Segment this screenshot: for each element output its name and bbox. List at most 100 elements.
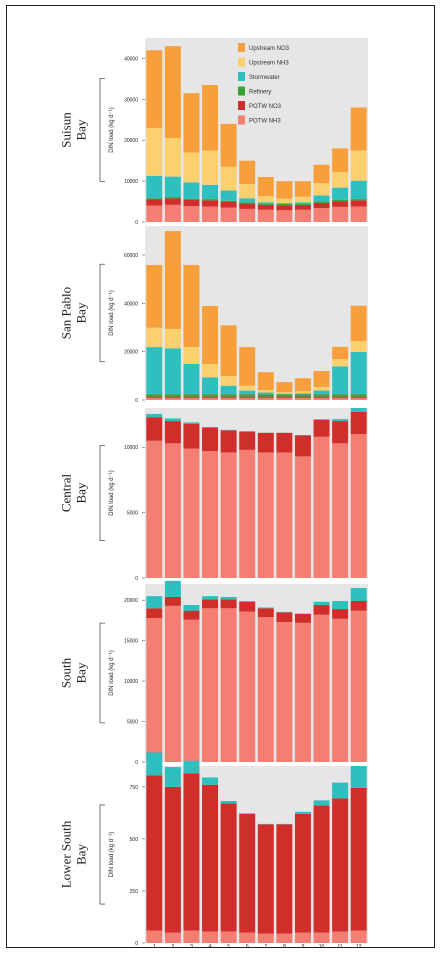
y-tick-label: 40000 [124, 301, 138, 307]
bar-potw-nh3-7 [257, 933, 274, 943]
bar-stormwater-6 [239, 390, 256, 395]
bar-refinery-7 [257, 203, 274, 205]
bar-upstream-nh3-1 [146, 327, 163, 348]
axis-bracket [99, 263, 105, 363]
y-tick-label: 750 [130, 785, 139, 791]
bar-potw-nh3-9 [294, 397, 311, 400]
bar-refinery-7 [257, 394, 274, 397]
bar-potw-nh3-1 [146, 440, 163, 578]
y-tick-label: 20000 [124, 350, 138, 356]
bar-potw-no3-4 [202, 200, 219, 207]
bar-upstream-nh3-5 [220, 166, 237, 191]
bar-upstream-nh3-11 [332, 359, 349, 367]
bar-potw-nh3-11 [332, 618, 349, 762]
x-tick-label: 6 [246, 944, 249, 950]
bar-potw-nh3-2 [164, 397, 181, 400]
bar-potw-no3-11 [332, 609, 349, 619]
bar-stormwater-11 [332, 366, 349, 395]
bar-refinery-4 [202, 199, 219, 201]
x-tick-label: 1 [153, 944, 156, 950]
bar-upstream-nh3-10 [313, 183, 330, 196]
region-label: Bay [74, 482, 89, 503]
bar-upstream-nh3-2 [164, 138, 181, 177]
bar-refinery-1 [146, 394, 163, 397]
bar-refinery-12 [350, 394, 367, 397]
region-label: Bay [74, 662, 89, 683]
bar-stormwater-2 [164, 348, 181, 395]
bar-potw-no3-8 [276, 432, 293, 453]
bar-upstream-nh3-12 [350, 150, 367, 181]
bar-refinery-1 [146, 198, 163, 200]
bar-potw-no3-12 [350, 787, 367, 931]
bar-refinery-5 [220, 394, 237, 397]
bar-potw-no3-6 [239, 601, 256, 612]
bar-potw-no3-8 [276, 205, 293, 211]
bar-potw-nh3-3 [183, 930, 200, 943]
bar-stormwater-1 [146, 413, 163, 418]
bar-potw-no3-6 [239, 203, 256, 209]
bar-potw-no3-5 [220, 599, 237, 609]
bar-refinery-2 [164, 394, 181, 397]
bar-refinery-9 [294, 203, 311, 205]
axis-bracket [99, 622, 105, 724]
y-tick-label: 10000 [124, 179, 138, 185]
bar-upstream-no3-12 [350, 107, 367, 151]
bar-potw-no3-7 [257, 824, 274, 934]
plot-background [145, 584, 368, 762]
bar-potw-no3-10 [313, 605, 330, 615]
bar-potw-nh3-2 [164, 605, 181, 762]
bar-potw-no3-1 [146, 396, 163, 398]
bar-potw-nh3-2 [164, 204, 181, 222]
region-label: San Pablo [59, 287, 74, 339]
bar-potw-nh3-4 [202, 931, 219, 943]
bar-upstream-nh3-8 [276, 392, 293, 394]
bar-potw-nh3-4 [202, 451, 219, 578]
x-tick-label: 12 [356, 944, 362, 950]
bar-upstream-nh3-6 [239, 183, 256, 199]
bar-potw-no3-1 [146, 199, 163, 206]
bar-potw-nh3-6 [239, 208, 256, 222]
bar-upstream-no3-7 [257, 177, 274, 197]
legend-label: POTW NO3 [249, 104, 282, 110]
region-label: Central [59, 473, 74, 512]
bar-stormwater-9 [294, 202, 311, 204]
bar-potw-no3-7 [257, 608, 274, 618]
bar-potw-nh3-7 [257, 397, 274, 400]
region-label: Suisun [59, 112, 74, 148]
bar-stormwater-1 [146, 175, 163, 199]
bar-stormwater-10 [313, 419, 330, 420]
x-tick-label: 10 [319, 944, 325, 950]
plot-background [145, 38, 368, 222]
bar-refinery-3 [183, 394, 200, 397]
plot-background [145, 226, 368, 400]
y-axis-title: DIN load (kg d⁻¹) [109, 650, 115, 696]
y-axis-title: DIN load (kg d⁻¹) [109, 470, 115, 516]
bar-potw-no3-11 [332, 421, 349, 444]
bar-potw-nh3-6 [239, 449, 256, 578]
bar-potw-nh3-4 [202, 397, 219, 400]
bar-potw-no3-7 [257, 432, 274, 453]
bar-potw-nh3-10 [313, 436, 330, 578]
legend-swatch [238, 43, 245, 52]
bar-potw-no3-6 [239, 396, 256, 398]
y-tick-label: 5000 [127, 720, 138, 726]
bar-potw-no3-6 [239, 431, 256, 450]
bar-upstream-no3-12 [350, 305, 367, 342]
bar-potw-no3-3 [183, 610, 200, 620]
bar-upstream-nh3-7 [257, 196, 274, 203]
bar-refinery-11 [332, 199, 349, 202]
bar-stormwater-3 [183, 605, 200, 611]
y-tick-label: 10000 [124, 445, 138, 451]
bar-stormwater-5 [220, 190, 237, 201]
bar-potw-nh3-1 [146, 930, 163, 943]
bar-refinery-9 [294, 394, 311, 397]
axis-bracket [99, 445, 105, 541]
bar-stormwater-3 [183, 422, 200, 424]
bar-stormwater-5 [220, 385, 237, 395]
panel-south-bay: 0 5000 10000 15000 20000 DIN load (kg d⁻¹) Sou… [59, 580, 368, 766]
bar-potw-no3-2 [164, 786, 181, 933]
bar-upstream-nh3-9 [294, 391, 311, 394]
panel-san-pablo-bay: 0 20000 40000 60000 DIN load (kg d⁻¹) San Pab… [59, 226, 368, 404]
bar-potw-nh3-7 [257, 452, 274, 578]
bar-potw-no3-2 [164, 596, 181, 606]
